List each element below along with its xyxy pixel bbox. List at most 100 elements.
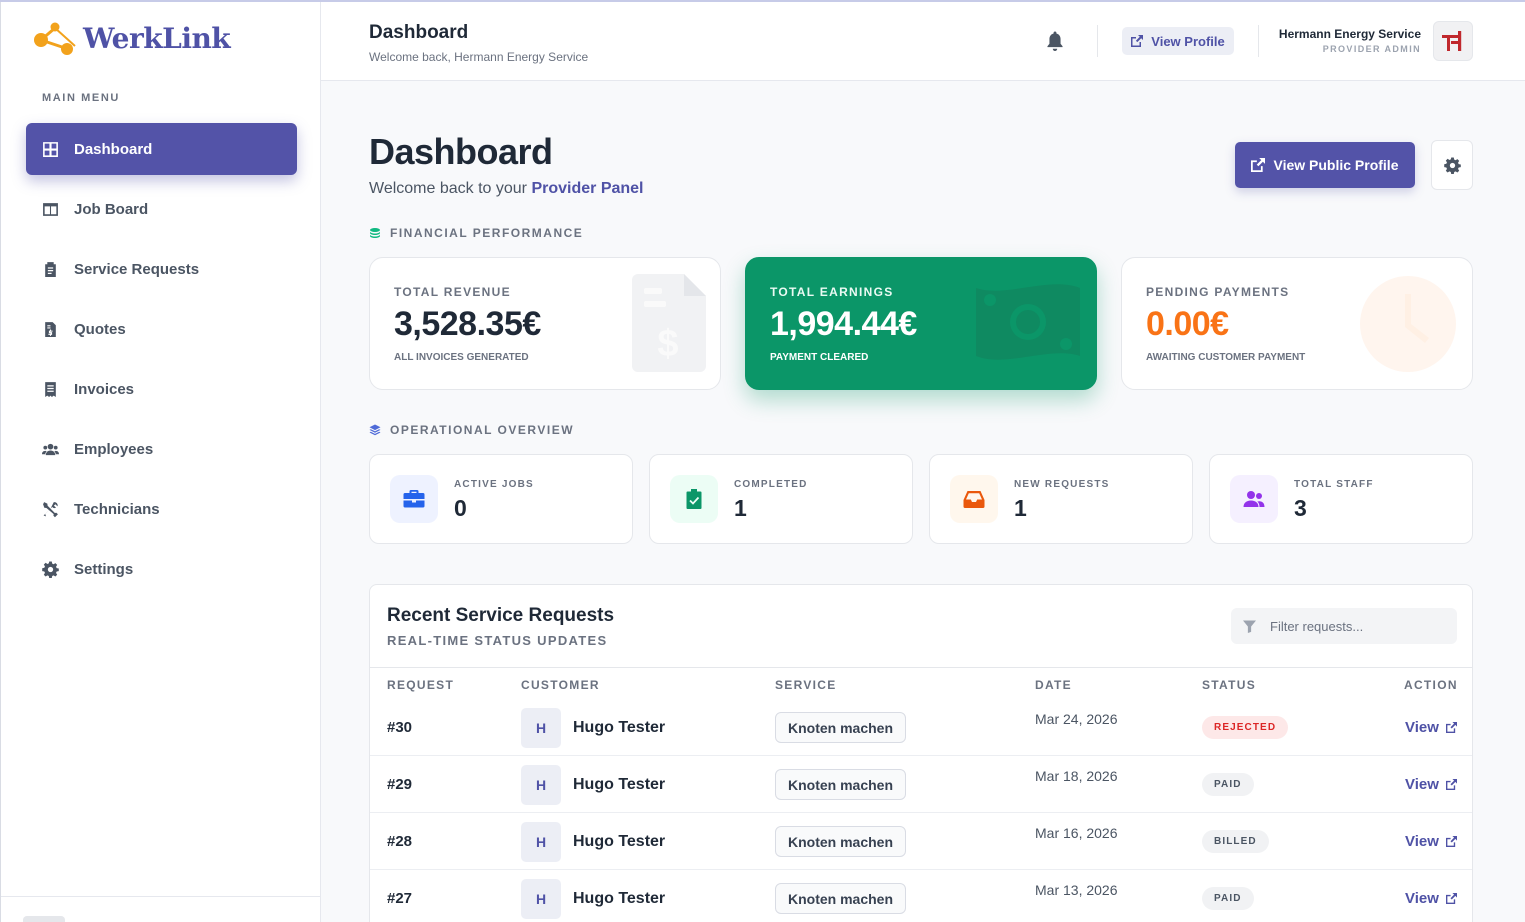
table-row[interactable]: #27 H Hugo Tester Knoten machen Mar 13, … <box>370 870 1472 922</box>
column-header-request: REQUEST <box>387 678 455 692</box>
recent-requests-panel: Recent Service Requests REAL-TIME STATUS… <box>369 584 1473 922</box>
customer-name: Hugo Tester <box>573 719 666 736</box>
column-header-date: DATE <box>1035 678 1072 692</box>
gear-icon <box>41 560 59 578</box>
users-icon <box>1230 475 1278 523</box>
sidebar-item-label: Quotes <box>74 320 126 338</box>
sidebar-item-label: Settings <box>74 560 134 578</box>
inbox-icon <box>950 475 998 523</box>
user-info[interactable]: Hermann Energy Service PROVIDER ADMIN <box>1279 27 1421 54</box>
card-label: TOTAL STAFF <box>1294 479 1374 490</box>
header-subtitle: Welcome back, Hermann Energy Service <box>369 50 589 64</box>
request-date: Mar 13, 2026 <box>1035 882 1118 898</box>
card-value: 3,528.35€ <box>394 305 541 343</box>
financial-performance-heading: FINANCIAL PERFORMANCE <box>369 226 583 240</box>
sidebar-footer-button[interactable] <box>23 916 65 922</box>
view-link-label: View <box>1405 719 1439 736</box>
app-name: WerkLink <box>83 21 231 55</box>
external-link-icon <box>1445 893 1457 904</box>
status-badge: PAID <box>1202 887 1254 910</box>
customer-avatar: H <box>521 708 561 748</box>
settings-button[interactable] <box>1431 140 1473 190</box>
page-subtitle-text: Welcome back to your <box>369 180 527 197</box>
card-note: PAYMENT CLEARED <box>770 352 869 363</box>
money-bill-icon <box>976 284 1080 360</box>
board-icon <box>41 200 59 218</box>
filter-icon <box>1243 620 1256 633</box>
sidebar-item-technicians[interactable]: Technicians <box>26 483 297 535</box>
sidebar: WerkLink MAIN MENU Dashboard Job Board S… <box>0 0 321 922</box>
page-subtitle: Welcome back to your Provider Panel <box>369 180 644 198</box>
view-request-link[interactable]: View <box>1405 890 1457 907</box>
window-top-border <box>0 0 1525 2</box>
sidebar-item-service-requests[interactable]: Service Requests <box>26 243 297 295</box>
clock-icon <box>1360 276 1456 372</box>
view-public-profile-label: View Public Profile <box>1273 157 1399 173</box>
sidebar-item-employees[interactable]: Employees <box>26 423 297 475</box>
bell-icon[interactable] <box>1046 31 1066 51</box>
sidebar-item-job-board[interactable]: Job Board <box>26 183 297 235</box>
table-row[interactable]: #29 H Hugo Tester Knoten machen Mar 18, … <box>370 756 1472 813</box>
card-value: 1 <box>1014 495 1027 521</box>
card-value: 1 <box>734 495 747 521</box>
header-divider <box>1097 25 1098 57</box>
view-request-link[interactable]: View <box>1405 833 1457 850</box>
coins-icon <box>370 228 380 238</box>
tools-icon <box>41 500 59 518</box>
view-profile-label: View Profile <box>1151 33 1225 49</box>
card-value: 3 <box>1294 495 1307 521</box>
layers-icon <box>369 424 381 436</box>
sidebar-footer <box>1 896 321 922</box>
card-label: ACTIVE JOBS <box>454 479 534 490</box>
view-public-profile-button[interactable]: View Public Profile <box>1235 142 1415 188</box>
sidebar-item-dashboard[interactable]: Dashboard <box>26 123 297 175</box>
gear-icon <box>1443 157 1461 174</box>
new-requests-card: NEW REQUESTS 1 <box>929 454 1193 544</box>
app-logo[interactable]: WerkLink <box>31 16 231 60</box>
request-id: #30 <box>387 719 413 736</box>
request-id: #28 <box>387 833 413 850</box>
customer-avatar: H <box>521 822 561 862</box>
sidebar-item-settings[interactable]: Settings <box>26 543 297 595</box>
status-badge: BILLED <box>1202 830 1269 853</box>
view-request-link[interactable]: View <box>1405 719 1457 736</box>
filter-requests-input[interactable] <box>1270 618 1440 634</box>
filter-requests[interactable] <box>1231 608 1457 644</box>
clipboard-icon <box>41 260 59 278</box>
quote-file-icon <box>41 320 59 338</box>
invoice-file-icon: $ <box>632 274 706 372</box>
user-name: Hermann Energy Service <box>1278 27 1421 41</box>
logo-icon <box>34 22 76 55</box>
table-row[interactable]: #30 H Hugo Tester Knoten machen Mar 24, … <box>370 699 1472 756</box>
avatar[interactable] <box>1433 21 1473 61</box>
table-row[interactable]: #28 H Hugo Tester Knoten machen Mar 16, … <box>370 813 1472 870</box>
view-profile-button[interactable]: View Profile <box>1122 27 1234 55</box>
view-request-link[interactable]: View <box>1405 776 1457 793</box>
receipt-icon <box>41 380 59 398</box>
panel-subtitle: REAL-TIME STATUS UPDATES <box>387 633 608 648</box>
column-header-status: STATUS <box>1202 678 1257 692</box>
active-jobs-card: ACTIVE JOBS 0 <box>369 454 633 544</box>
users-icon <box>41 440 59 458</box>
total-staff-card: TOTAL STAFF 3 <box>1209 454 1473 544</box>
main-menu-title: MAIN MENU <box>42 92 120 104</box>
total-earnings-card: TOTAL EARNINGS 1,994.44€ PAYMENT CLEARED <box>745 257 1097 390</box>
table-header: REQUEST CUSTOMER SERVICE DATE STATUS ACT… <box>370 667 1472 699</box>
card-note: ALL INVOICES GENERATED <box>394 352 529 363</box>
customer-name: Hugo Tester <box>573 833 666 850</box>
service-tag: Knoten machen <box>775 769 907 800</box>
page-title: Dashboard <box>369 131 553 172</box>
column-header-customer: CUSTOMER <box>521 678 600 692</box>
card-label: PENDING PAYMENTS <box>1146 285 1290 299</box>
card-label: TOTAL EARNINGS <box>770 285 894 299</box>
request-date: Mar 18, 2026 <box>1035 768 1118 784</box>
external-link-icon <box>1445 779 1457 790</box>
sidebar-item-invoices[interactable]: Invoices <box>26 363 297 415</box>
status-badge: REJECTED <box>1202 716 1289 739</box>
sidebar-item-quotes[interactable]: Quotes <box>26 303 297 355</box>
card-label: COMPLETED <box>734 479 808 490</box>
user-role: PROVIDER ADMIN <box>1322 44 1421 54</box>
main-menu: Dashboard Job Board Service Requests Quo… <box>26 123 297 603</box>
sidebar-item-label: Job Board <box>74 200 149 218</box>
sidebar-item-label: Invoices <box>74 380 135 398</box>
